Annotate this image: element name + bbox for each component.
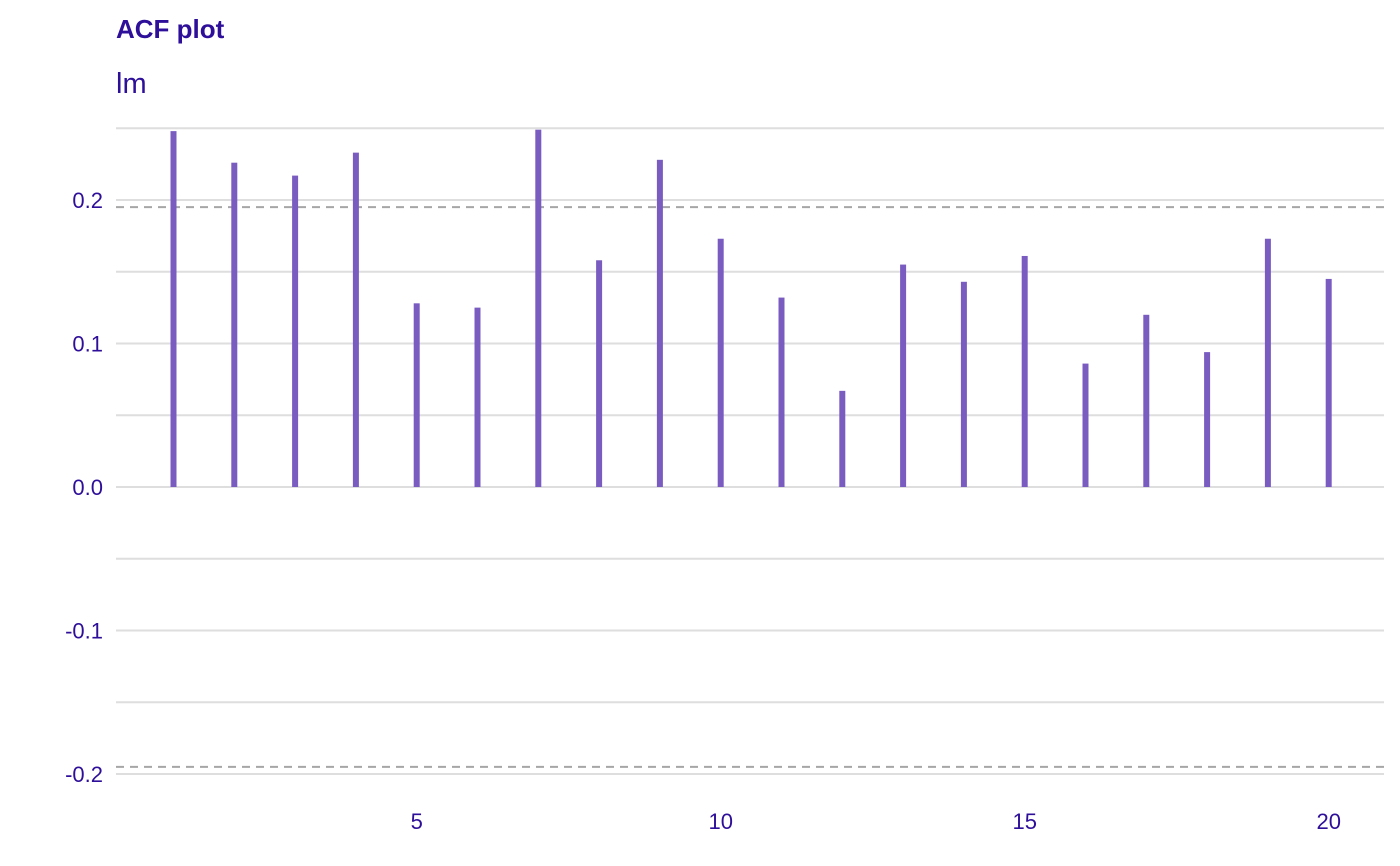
chart-subtitle: lm (116, 68, 147, 100)
y-axis-ticks: -0.2 -0.1 0.0 0.1 0.2 (65, 188, 103, 787)
acf-bar (1204, 352, 1211, 487)
acf-bar (1021, 255, 1028, 487)
acf-bar (535, 129, 542, 487)
acf-bar (1264, 238, 1271, 487)
acf-bar (778, 297, 785, 487)
chart-title: ACF plot (116, 14, 225, 44)
acf-bar (717, 238, 724, 487)
acf-bar (474, 307, 481, 487)
acf-bar (231, 162, 238, 487)
x-tick-label: 10 (708, 809, 732, 834)
acf-bars (170, 129, 1332, 488)
y-tick-label: 0.1 (72, 332, 103, 357)
y-tick-label: 0.0 (72, 475, 103, 500)
acf-bar (900, 264, 907, 487)
acf-bar (352, 152, 359, 487)
x-tick-label: 20 (1316, 809, 1340, 834)
x-tick-label: 5 (411, 809, 423, 834)
y-tick-label: -0.2 (65, 762, 103, 787)
acf-bar (170, 131, 177, 487)
acf-bar (596, 260, 603, 487)
confidence-bounds (116, 206, 1384, 768)
x-tick-label: 15 (1012, 809, 1036, 834)
x-axis-ticks: 5 10 15 20 (411, 809, 1341, 834)
acf-bar (1325, 278, 1332, 487)
acf-bar (960, 281, 967, 487)
y-tick-label: -0.1 (65, 619, 103, 644)
acf-bar (1143, 314, 1150, 487)
grid-layer (116, 127, 1384, 775)
y-tick-label: 0.2 (72, 188, 103, 213)
acf-bar (1082, 363, 1089, 487)
acf-bar (839, 390, 846, 487)
acf-bar (413, 303, 420, 487)
acf-bar (292, 175, 299, 488)
acf-bar (656, 159, 663, 487)
